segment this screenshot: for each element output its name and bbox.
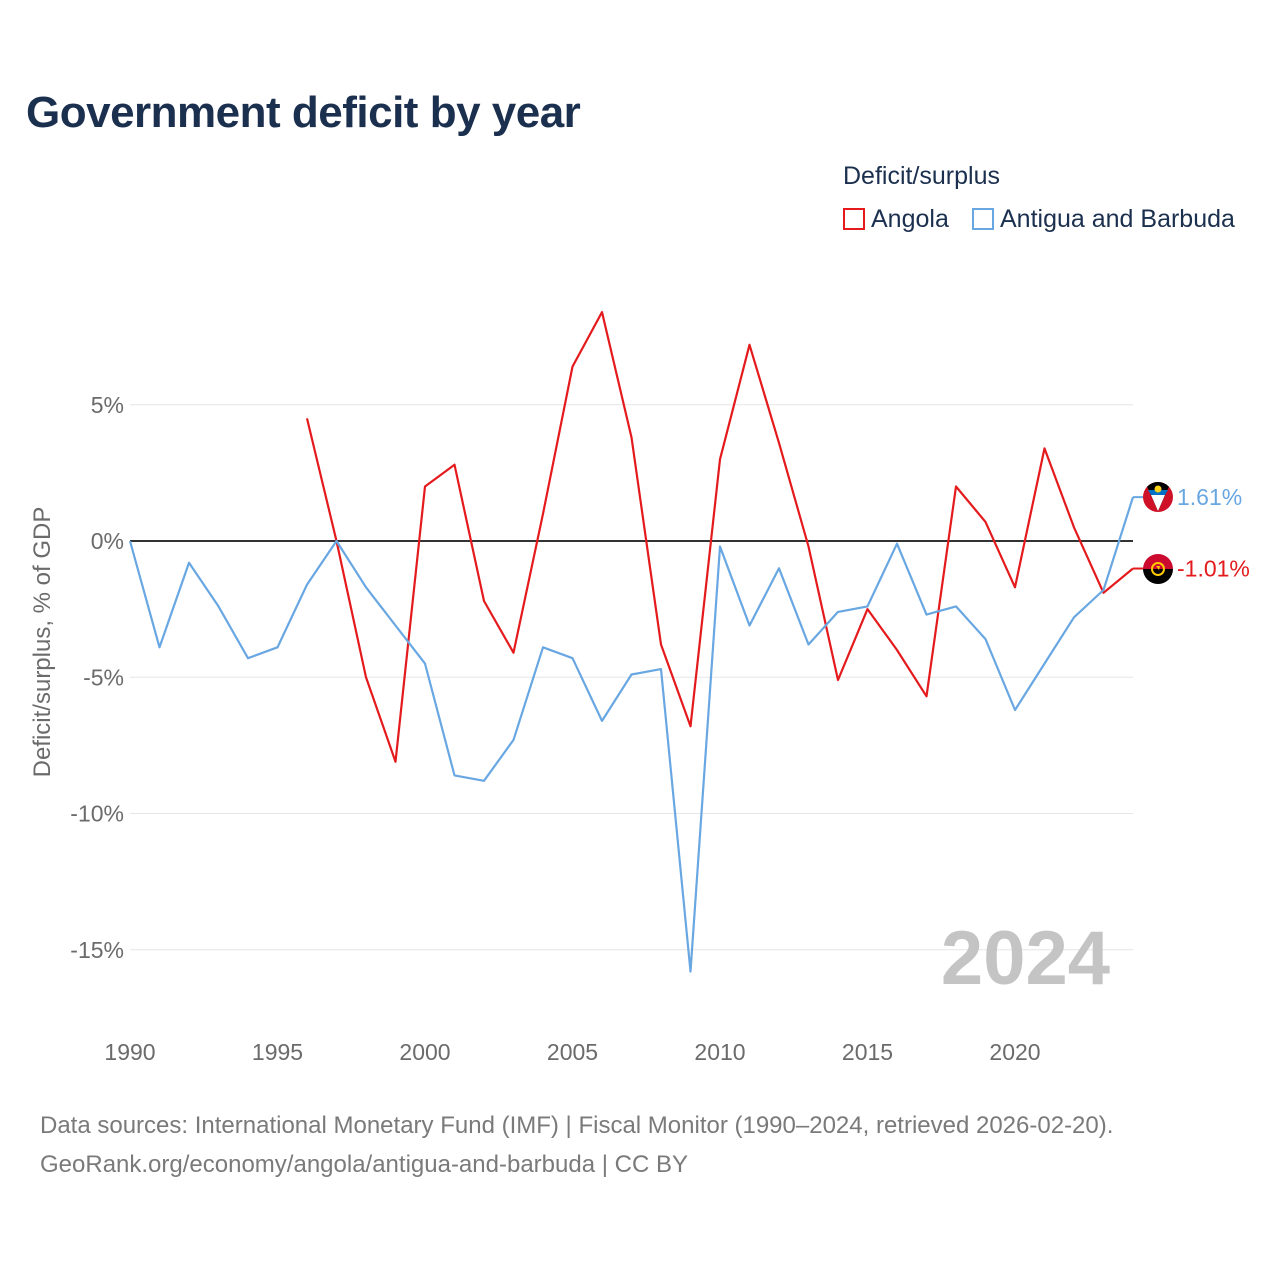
series-line-antigua-and-barbuda <box>128 496 1135 973</box>
legend-swatch-antigua-and-barbuda <box>972 208 994 230</box>
end-label-angola: -1.01% <box>1177 556 1250 582</box>
x-tick-label: 2010 <box>694 1039 745 1065</box>
legend-title: Deficit/surplus <box>843 162 1000 190</box>
y-axis-label: Deficit/surplus, % of GDP <box>29 507 56 778</box>
x-tick-labels: 1990 1995 2000 2005 2010 2015 2020 <box>104 1039 1040 1065</box>
x-tick-label: 2000 <box>399 1039 450 1065</box>
gridlines <box>130 404 1133 951</box>
angola-flag-icon <box>1143 554 1173 584</box>
y-tick-label: -15% <box>70 937 124 963</box>
x-tick-label: 2020 <box>989 1039 1040 1065</box>
legend-item-angola[interactable]: Angola <box>843 204 949 234</box>
antigua-flag-icon <box>1143 482 1173 512</box>
chart-title: Government deficit by year <box>26 88 581 137</box>
legend-label-antigua-and-barbuda: Antigua and Barbuda <box>1000 204 1235 233</box>
y-tick-label: -10% <box>70 801 124 827</box>
year-watermark: 2024 <box>941 916 1110 1001</box>
end-label-antigua-and-barbuda: 1.61% <box>1177 484 1242 510</box>
series-line-angola <box>305 311 1134 763</box>
x-tick-label: 1990 <box>104 1039 155 1065</box>
y-tick-label: -5% <box>83 664 124 690</box>
footer: Data sources: International Monetary Fun… <box>40 1106 1113 1184</box>
y-tick-label: 0% <box>91 528 124 554</box>
end-labels: -1.01% 1.61% <box>1133 484 1250 582</box>
footer-credit: GeoRank.org/economy/angola/antigua-and-b… <box>40 1151 688 1178</box>
legend-label-angola: Angola <box>871 204 949 233</box>
x-tick-label: 1995 <box>252 1039 303 1065</box>
x-tick-label: 2015 <box>842 1039 893 1065</box>
legend-item-antigua-and-barbuda[interactable]: Antigua and Barbuda <box>972 204 1235 234</box>
footer-sources: Data sources: International Monetary Fun… <box>40 1112 1114 1139</box>
legend-swatch-angola <box>843 208 865 230</box>
y-tick-label: 5% <box>91 392 124 418</box>
series-lines <box>128 311 1135 973</box>
y-tick-labels: 5% 0% -5% -10% -15% <box>70 392 124 963</box>
x-tick-label: 2005 <box>547 1039 598 1065</box>
